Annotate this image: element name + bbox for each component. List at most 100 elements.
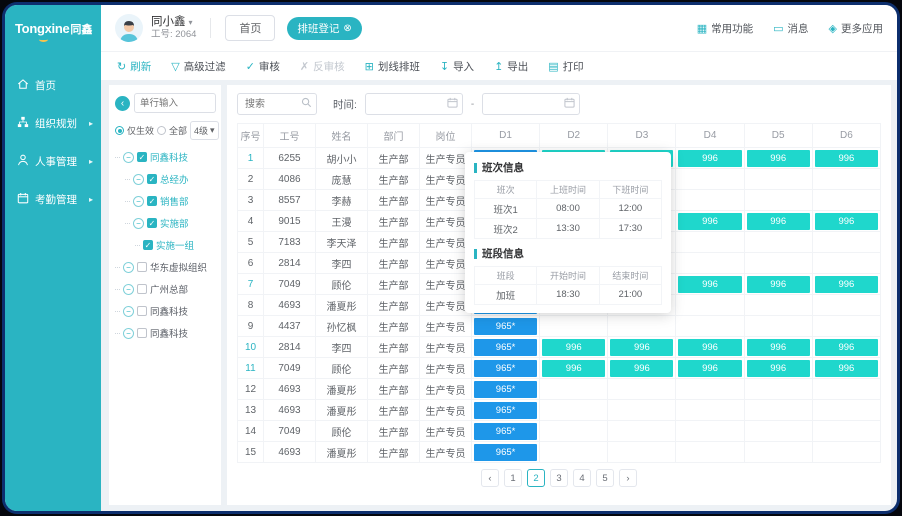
header-action-quick-functions[interactable]: ▦ 常用功能 bbox=[697, 21, 753, 36]
avatar[interactable] bbox=[115, 14, 143, 42]
pagination-page-3[interactable]: 3 bbox=[550, 469, 568, 487]
tree-node-8[interactable]: − 同鑫科技 bbox=[115, 322, 215, 344]
shift-chip[interactable]: 965* bbox=[474, 359, 538, 377]
toolbar-line-scheduling-button[interactable]: ⊞ 划线排班 bbox=[365, 59, 420, 74]
tree-checkbox[interactable]: ✓ bbox=[147, 218, 157, 228]
header-action-messages[interactable]: ▭ 消息 bbox=[773, 21, 808, 36]
pagination-prev[interactable]: ‹ bbox=[481, 469, 499, 487]
toolbar-print-button[interactable]: ▤ 打印 bbox=[548, 59, 583, 74]
tree-checkbox[interactable] bbox=[137, 328, 147, 338]
date-from-input[interactable] bbox=[364, 93, 463, 115]
shift-chip[interactable]: 996 bbox=[746, 212, 810, 230]
tree-expander-icon[interactable]: − bbox=[123, 305, 134, 317]
tree-expander-icon[interactable]: − bbox=[133, 217, 144, 229]
shift-chip[interactable]: 965* bbox=[474, 422, 538, 440]
tree-node-4[interactable]: ✓ 实施一组 bbox=[135, 234, 215, 256]
shift-chip[interactable]: 996 bbox=[746, 338, 810, 356]
pagination-page-1[interactable]: 1 bbox=[504, 469, 522, 487]
toolbar-import-button[interactable]: ↧ 导入 bbox=[440, 59, 474, 74]
tree-node-6[interactable]: − 广州总部 bbox=[115, 278, 215, 300]
tree-checkbox[interactable] bbox=[137, 306, 147, 316]
shift-chip[interactable]: 996 bbox=[678, 338, 742, 356]
shift-chip[interactable]: 996 bbox=[542, 338, 606, 356]
shift-chip[interactable]: 996 bbox=[678, 359, 742, 377]
table-search-input[interactable] bbox=[237, 93, 317, 115]
messages-label: 消息 bbox=[787, 22, 809, 35]
pagination-page-5[interactable]: 5 bbox=[596, 469, 614, 487]
tree-expander-icon[interactable]: − bbox=[133, 173, 144, 185]
employee-id-cell: 7049 bbox=[263, 420, 316, 442]
tree-node-1[interactable]: − ✓ 总经办 bbox=[125, 168, 215, 190]
collapse-panel-icon[interactable]: ‹ bbox=[115, 95, 130, 111]
toolbar-audit-button[interactable]: ✓ 审核 bbox=[246, 59, 280, 74]
tree-expander-icon[interactable]: − bbox=[123, 151, 134, 163]
tree-expander-icon[interactable]: − bbox=[133, 195, 144, 207]
close-circle-icon[interactable]: ⊗ bbox=[343, 22, 352, 34]
shift-chip[interactable]: 996 bbox=[814, 359, 878, 377]
tree-checkbox[interactable]: ✓ bbox=[147, 174, 157, 184]
tree-expander-icon[interactable]: − bbox=[123, 283, 134, 295]
table-row[interactable]: 13 4693 潘夏彤 生产部 生产专员 965* bbox=[237, 399, 882, 421]
shift-chip[interactable]: 996 bbox=[610, 338, 674, 356]
tree-checkbox[interactable]: ✓ bbox=[137, 152, 147, 162]
shift-chip[interactable]: 965* bbox=[474, 401, 538, 419]
sidebar-item-hr-management[interactable]: 人事管理 ▸ bbox=[5, 142, 101, 180]
tree-expander-icon[interactable]: − bbox=[123, 327, 134, 339]
shift-chip[interactable]: 965* bbox=[474, 338, 538, 356]
sidebar-item-home[interactable]: 首页 bbox=[5, 66, 101, 104]
shift-chip[interactable]: 996 bbox=[746, 359, 810, 377]
shift-chip[interactable]: 996 bbox=[814, 275, 878, 293]
tree-node-5[interactable]: − 华东虚拟组织 bbox=[115, 256, 215, 278]
tree-checkbox[interactable] bbox=[137, 284, 147, 294]
shift-chip[interactable]: 965* bbox=[474, 380, 538, 398]
table-row[interactable]: 7 7049 顾伦 生产部 生产专员 996 996 996 bbox=[237, 273, 882, 295]
radio-effective-only[interactable] bbox=[115, 126, 124, 135]
shift-chip[interactable]: 996 bbox=[678, 275, 742, 293]
table-row[interactable]: 11 7049 顾伦 生产部 生产专员 965* 996 996 996 996 996 bbox=[237, 357, 882, 379]
table-row[interactable]: 14 7049 顾伦 生产部 生产专员 965* bbox=[237, 420, 882, 442]
table-row[interactable]: 10 2814 李四 生产部 生产专员 965* 996 996 996 996 996 bbox=[237, 336, 882, 358]
tree-node-0[interactable]: − ✓ 同鑫科技 bbox=[115, 146, 215, 168]
tree-checkbox[interactable]: ✓ bbox=[147, 196, 157, 206]
shift-chip[interactable]: 996 bbox=[814, 149, 878, 167]
tree-node-label: 同鑫科技 bbox=[150, 307, 189, 318]
tree-level-select[interactable]: 4级 ▾ bbox=[190, 121, 219, 140]
shift-chip[interactable]: 996 bbox=[678, 149, 742, 167]
radio-all[interactable] bbox=[157, 126, 167, 135]
table-row[interactable]: 15 4693 潘夏彤 生产部 生产专员 965* bbox=[237, 441, 882, 463]
user-block[interactable]: 同小鑫 ▾ 工号: 2064 bbox=[151, 15, 196, 41]
date-to-input[interactable] bbox=[482, 93, 581, 115]
home-button[interactable]: 首页 bbox=[225, 15, 276, 41]
toolbar-export-button[interactable]: ↥ 导出 bbox=[494, 59, 528, 74]
shift-chip[interactable]: 996 bbox=[746, 275, 810, 293]
toolbar-advanced-filter-button[interactable]: ▽ 高级过滤 bbox=[171, 59, 225, 74]
toolbar-refresh-button[interactable]: ↻ 刷新 bbox=[117, 59, 151, 74]
tree-checkbox[interactable] bbox=[137, 262, 147, 272]
tree-node-3[interactable]: − ✓ 实施部 bbox=[125, 212, 215, 234]
shift-chip[interactable]: 996 bbox=[814, 212, 878, 230]
pagination-page-4[interactable]: 4 bbox=[573, 469, 591, 487]
tree-search-input[interactable] bbox=[134, 93, 216, 113]
scheduling-tab-badge[interactable]: 排班登记 ⊗ bbox=[287, 16, 362, 40]
tree-checkbox[interactable]: ✓ bbox=[143, 240, 153, 250]
shift-chip[interactable]: 965* bbox=[474, 443, 538, 461]
table-row[interactable]: 12 4693 潘夏彤 生产部 生产专员 965* bbox=[237, 378, 882, 400]
day-cell-d6: 996 bbox=[811, 147, 882, 169]
tree-expander-icon[interactable]: − bbox=[123, 261, 134, 273]
tree-node-2[interactable]: − ✓ 销售部 bbox=[125, 190, 215, 212]
pagination-page-2[interactable]: 2 bbox=[527, 469, 545, 487]
shift-chip[interactable]: 996 bbox=[814, 338, 878, 356]
shift-chip[interactable]: 996 bbox=[678, 212, 742, 230]
employee-id-cell: 4693 bbox=[263, 399, 316, 421]
pagination-next[interactable]: › bbox=[619, 469, 637, 487]
table-row[interactable]: 9 4437 孙忆枫 生产部 生产专员 965* bbox=[237, 315, 882, 337]
shift-chip[interactable]: 965* bbox=[474, 317, 538, 335]
tree-node-7[interactable]: − 同鑫科技 bbox=[115, 300, 215, 322]
department-cell: 生产部 bbox=[367, 378, 420, 400]
header-action-more-apps[interactable]: ◈ 更多应用 bbox=[829, 21, 883, 36]
shift-chip[interactable]: 996 bbox=[746, 149, 810, 167]
sidebar-item-org-planning[interactable]: 组织规划 ▸ bbox=[5, 104, 101, 142]
shift-chip[interactable]: 996 bbox=[542, 359, 606, 377]
sidebar-item-attendance-management[interactable]: 考勤管理 ▸ bbox=[5, 180, 101, 218]
shift-chip[interactable]: 996 bbox=[610, 359, 674, 377]
